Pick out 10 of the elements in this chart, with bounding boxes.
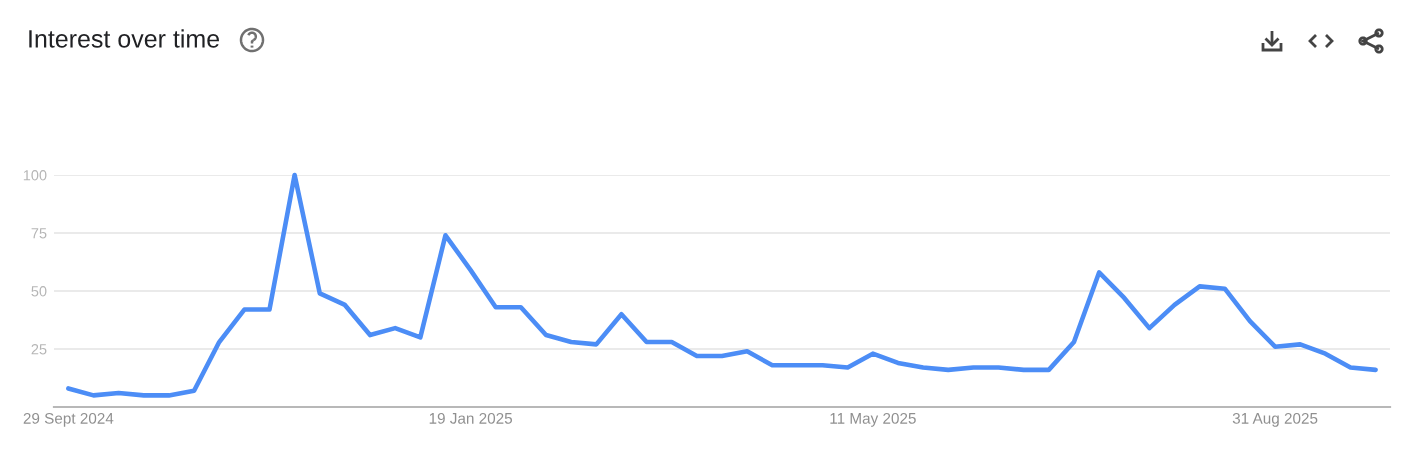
y-tick-label: 100 bbox=[23, 170, 47, 181]
y-tick-label: 25 bbox=[31, 344, 47, 355]
y-tick-label: 75 bbox=[31, 228, 47, 239]
chart-title: Interest over time bbox=[29, 29, 220, 48]
y-tick-label: 50 bbox=[31, 286, 47, 297]
x-tick-label: 31 Aug 2025 bbox=[1232, 412, 1318, 427]
x-tick-label: 19 Jan 2025 bbox=[429, 412, 513, 424]
x-tick-label: 29 Sept 2024 bbox=[23, 412, 114, 427]
line-series bbox=[66, 172, 1378, 398]
x-tick-label: 11 May 2025 bbox=[830, 412, 916, 427]
